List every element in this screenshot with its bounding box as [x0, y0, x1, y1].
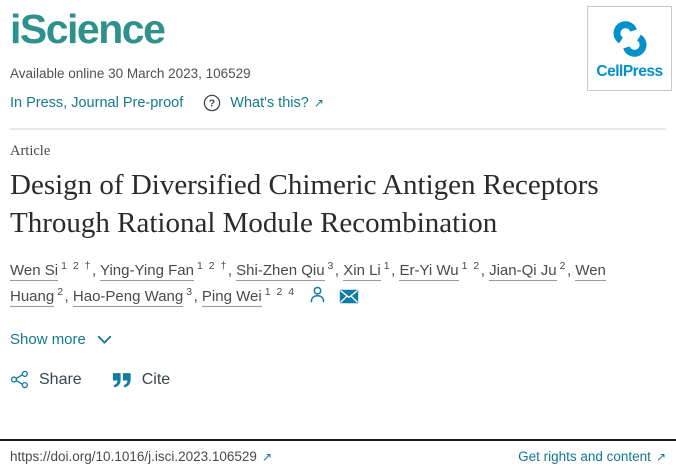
- author-separator: ,: [64, 288, 73, 305]
- share-label: Share: [39, 370, 82, 388]
- author-item: Xin Li 1,: [343, 260, 400, 281]
- rights-label: Get rights and content: [518, 449, 651, 464]
- author-separator: ,: [227, 262, 237, 279]
- show-more-label: Show more: [10, 331, 86, 348]
- external-link-icon: ↗: [261, 450, 272, 464]
- action-bar: Share Cite: [10, 370, 666, 389]
- doi-text: https://doi.org/10.1016/j.isci.2023.1065…: [10, 449, 257, 464]
- external-link-icon: ↗: [313, 96, 324, 110]
- article-type-label: Article: [10, 143, 51, 159]
- author-item: Wen Huang 2,: [10, 262, 606, 307]
- author-item: Shi-Zhen Qiu 3,: [236, 260, 344, 281]
- footer-bar: https://doi.org/10.1016/j.isci.2023.1065…: [10, 449, 666, 464]
- external-link-icon: ↗: [655, 450, 666, 464]
- correspondence-email-icon[interactable]: [339, 288, 359, 305]
- article-title: Design of Diversified Chimeric Antigen R…: [10, 169, 599, 239]
- share-button[interactable]: Share: [10, 370, 82, 389]
- chevron-down-icon: [97, 335, 112, 344]
- journal-logo[interactable]: iScience: [10, 6, 166, 52]
- author-separator: ,: [480, 262, 490, 279]
- author-link[interactable]: Shi-Zhen Qiu 3: [236, 260, 335, 281]
- author-link[interactable]: Er-Yi Wu 1 2: [399, 260, 481, 281]
- rights-and-content-link[interactable]: Get rights and content ↗: [518, 449, 666, 464]
- doi-link[interactable]: https://doi.org/10.1016/j.isci.2023.1065…: [10, 449, 272, 464]
- author-item: Er-Yi Wu 1 2,: [399, 260, 490, 281]
- author-item: Ping Wei 1 2 4: [201, 286, 296, 307]
- author-link[interactable]: Wen Huang 2: [10, 262, 606, 307]
- footer-divider: [0, 439, 676, 441]
- whats-this-label: What's this?: [230, 95, 309, 111]
- author-items: Wen Si 1 2 †, Ying-Ying Fan 1 2 †, Shi-Zhe…: [10, 260, 606, 307]
- author-link[interactable]: Jian-Qi Ju 2: [489, 260, 567, 281]
- article-page: iScience CellPress Available online 30 M…: [10, 0, 672, 389]
- author-person-icon[interactable]: [308, 286, 331, 305]
- author-separator: ,: [391, 262, 400, 279]
- author-separator: ,: [91, 262, 101, 279]
- cite-button[interactable]: Cite: [112, 371, 170, 389]
- header-divider: [10, 128, 666, 130]
- author-separator: ,: [566, 262, 576, 279]
- author-separator: ,: [193, 288, 202, 305]
- cellpress-mark-icon: [613, 21, 646, 57]
- author-link[interactable]: Hao-Peng Wang 3: [72, 286, 194, 307]
- whats-this-link[interactable]: What's this? ↗: [230, 95, 324, 111]
- article-header: Article Design of Diversified Chimeric A…: [10, 143, 666, 389]
- in-press-status-link[interactable]: In Press, Journal Pre-proof: [10, 95, 184, 111]
- question-circle-icon[interactable]: ?: [203, 94, 221, 112]
- author-list: Wen Si 1 2 †, Ying-Ying Fan 1 2 †, Shi-Zhe…: [10, 258, 666, 310]
- author-item: Wen Si 1 2 †,: [10, 260, 101, 281]
- author-separator: ,: [334, 262, 344, 279]
- available-online-text: Available online 30 March 2023, 106529: [10, 66, 251, 81]
- masthead: iScience CellPress: [10, 0, 672, 91]
- author-link[interactable]: Ying-Ying Fan 1 2 †: [100, 260, 228, 281]
- author-link[interactable]: Ping Wei 1 2 4: [201, 286, 296, 307]
- share-icon: [10, 370, 28, 389]
- author-item: Hao-Peng Wang 3,: [72, 286, 202, 307]
- author-link[interactable]: Xin Li 1: [343, 260, 392, 281]
- svg-text:?: ?: [209, 98, 215, 110]
- publisher-name: CellPress: [596, 63, 663, 80]
- cite-quote-icon: [112, 372, 131, 387]
- author-item: Jian-Qi Ju 2,: [489, 260, 576, 281]
- cite-label: Cite: [141, 370, 171, 388]
- author-item: Ying-Ying Fan 1 2 †,: [100, 260, 237, 281]
- cellpress-logo[interactable]: CellPress: [587, 6, 672, 91]
- show-more-button[interactable]: Show more: [10, 331, 112, 348]
- status-row: In Press, Journal Pre-proof ? What's thi…: [10, 94, 666, 112]
- author-link[interactable]: Wen Si 1 2 †: [10, 260, 92, 281]
